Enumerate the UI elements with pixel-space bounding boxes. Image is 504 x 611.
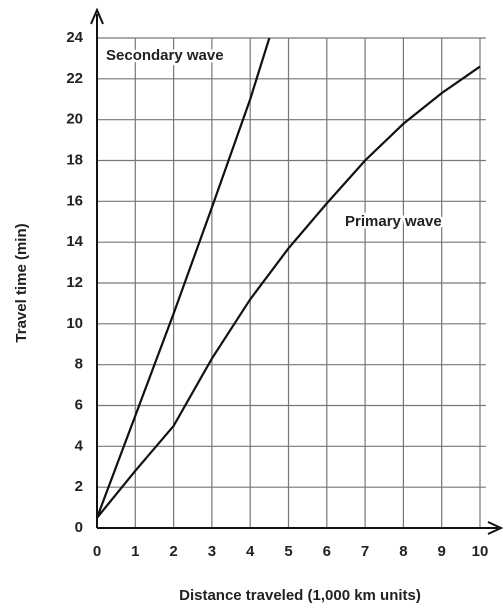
line [95,37,271,519]
y-axis-label: Travel time (min) [13,223,30,342]
y-tick-label: 22 [66,70,83,87]
x-tick-label: 4 [246,543,255,560]
y-axis [90,7,104,528]
x-axis [97,521,504,535]
series-label: Secondary wave [106,47,224,64]
x-tick-label: 7 [361,543,369,560]
x-tick-label: 10 [472,543,489,560]
y-tick-label: 24 [66,29,83,46]
x-tick-label: 0 [93,543,101,560]
y-tick-label: 2 [75,478,83,495]
x-tick-label: 6 [323,543,331,560]
line [96,65,481,519]
x-tick-label: 1 [131,543,139,560]
y-tick-label: 18 [66,151,83,168]
x-tick-label: 8 [399,543,407,560]
x-axis-label: Distance traveled (1,000 km units) [179,587,421,604]
y-tick-label: 20 [66,111,83,128]
x-tick-label: 5 [284,543,292,560]
y-tick-label: 14 [66,233,83,250]
x-tick-label: 3 [208,543,216,560]
y-tick-label: 0 [75,519,83,536]
y-tick-label: 16 [66,192,83,209]
series-label: Primary wave [345,213,442,230]
y-tick-label: 8 [75,356,83,373]
y-tick-label: 6 [75,396,83,413]
y-tick-label: 12 [66,274,83,291]
x-tick-label: 2 [169,543,177,560]
y-tick-label: 10 [66,315,83,332]
y-tick-label: 4 [75,437,84,454]
x-tick-label: 9 [438,543,446,560]
